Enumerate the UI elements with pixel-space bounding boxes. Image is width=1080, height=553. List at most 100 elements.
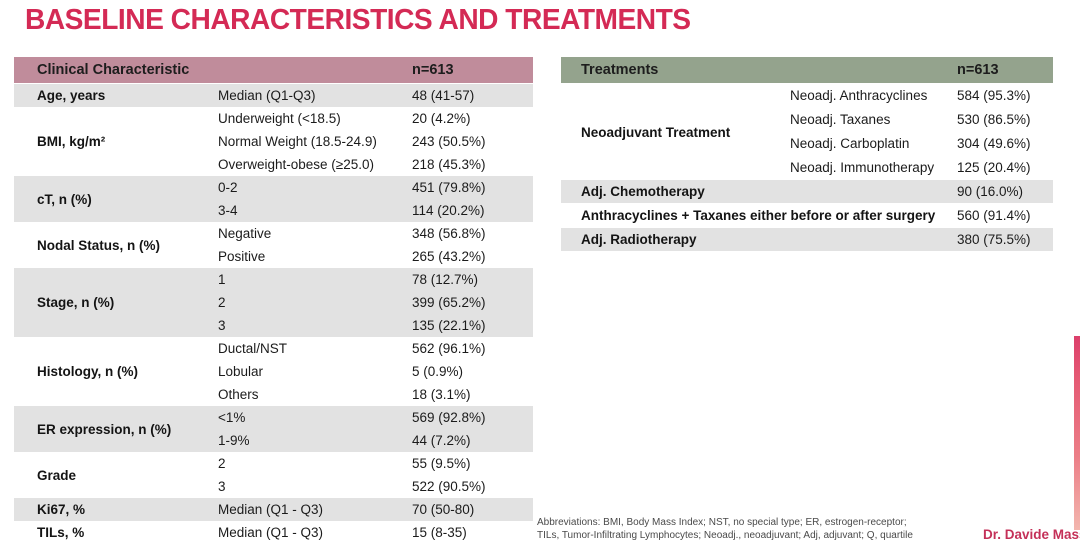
value: 569 (92.8%) — [412, 410, 486, 425]
characteristic-label: TILs, % — [37, 525, 85, 540]
subcategory: Neoadj. Anthracyclines — [790, 88, 928, 103]
table-row: 0-2 451 (79.8%) — [218, 176, 533, 199]
subcategory: 2 — [218, 456, 226, 471]
table-row: 2 399 (65.2%) — [218, 291, 533, 314]
subcategory: Median (Q1 - Q3) — [218, 525, 324, 540]
clinical-group-nodal-status: Nodal Status, n (%) Negative 348 (56.8%)… — [14, 222, 533, 268]
subcategory: 3 — [218, 318, 226, 333]
treatments-row-adj-chemotherapy: Adj. Chemotherapy 90 (16.0%) — [561, 180, 1053, 204]
subcategory: 2 — [218, 295, 226, 310]
table-row: Normal Weight (18.5-24.9) 243 (50.5%) — [218, 130, 533, 153]
table-row: Lobular 5 (0.9%) — [218, 360, 533, 383]
characteristic-label: Stage, n (%) — [37, 295, 115, 310]
table-row: 1-9% 44 (7.2%) — [218, 429, 533, 452]
table-row: Neoadj. Anthracyclines 584 (95.3%) — [790, 84, 1053, 108]
table-row: 3-4 114 (20.2%) — [218, 199, 533, 222]
treatments-table: Treatments n=613 Neoadjuvant Treatment N… — [561, 57, 1053, 252]
table-row: Others 18 (3.1%) — [218, 383, 533, 406]
clinical-group-bmi: BMI, kg/m² Underweight (<18.5) 20 (4.2%)… — [14, 107, 533, 176]
subcategory: Median (Q1 - Q3) — [218, 502, 324, 517]
table-row: Underweight (<18.5) 20 (4.2%) — [218, 107, 533, 130]
clinical-group-tils: TILs, % Median (Q1 - Q3) 15 (8-35) — [14, 521, 533, 544]
subcategory: 0-2 — [218, 180, 238, 195]
table-row: Median (Q1 - Q3) 15 (8-35) — [218, 521, 533, 544]
page-title: BASELINE CHARACTERISTICS AND TREATMENTS — [25, 4, 691, 36]
treatments-table-header: Treatments n=613 — [561, 57, 1053, 84]
table-row: Neoadj. Taxanes 530 (86.5%) — [790, 108, 1053, 132]
value: 451 (79.8%) — [412, 180, 486, 195]
value: 48 (41-57) — [412, 88, 475, 103]
treatments-header-n: n=613 — [957, 62, 999, 78]
table-row: Negative 348 (56.8%) — [218, 222, 533, 245]
treatments-row-adj-radiotherapy: Adj. Radiotherapy 380 (75.5%) — [561, 228, 1053, 252]
value: 304 (49.6%) — [957, 136, 1031, 151]
subcategory: 3-4 — [218, 203, 238, 218]
table-row: 1 78 (12.7%) — [218, 268, 533, 291]
subcategory: Underweight (<18.5) — [218, 111, 341, 126]
value: 584 (95.3%) — [957, 88, 1031, 103]
table-row: Neoadj. Carboplatin 304 (49.6%) — [790, 132, 1053, 156]
treatment-label: Neoadjuvant Treatment — [581, 124, 731, 140]
subcategory: Neoadj. Immunotherapy — [790, 160, 935, 175]
treatments-group-neoadjuvant: Neoadjuvant Treatment Neoadj. Anthracycl… — [561, 84, 1053, 180]
clinical-group-age: Age, years Median (Q1-Q3) 48 (41-57) — [14, 84, 533, 107]
abbreviations-footnote: Abbreviations: BMI, Body Mass Index; NST… — [537, 517, 913, 542]
clinical-group-stage: Stage, n (%) 1 78 (12.7%) 2 399 (65.2%) … — [14, 268, 533, 337]
subcategory: Ductal/NST — [218, 341, 288, 356]
clinical-header-n: n=613 — [412, 62, 454, 78]
right-edge-accent-bar — [1074, 336, 1080, 530]
clinical-group-histology: Histology, n (%) Ductal/NST 562 (96.1%) … — [14, 337, 533, 406]
characteristic-label: ER expression, n (%) — [37, 421, 172, 437]
table-row: 3 522 (90.5%) — [218, 475, 533, 498]
value: 5 (0.9%) — [412, 364, 464, 379]
subcategory: 1-9% — [218, 433, 250, 448]
value: 55 (9.5%) — [412, 456, 471, 471]
value: 530 (86.5%) — [957, 112, 1031, 127]
value: 18 (3.1%) — [412, 387, 471, 402]
treatment-label: Anthracyclines + Taxanes either before o… — [581, 208, 936, 223]
table-row: Overweight-obese (≥25.0) 218 (45.3%) — [218, 153, 533, 176]
characteristic-label: Histology, n (%) — [37, 364, 138, 379]
value: 243 (50.5%) — [412, 134, 486, 149]
table-row: 2 55 (9.5%) — [218, 452, 533, 475]
value: 399 (65.2%) — [412, 295, 486, 310]
value: 348 (56.8%) — [412, 226, 486, 241]
treatment-label: Adj. Chemotherapy — [581, 184, 705, 199]
value: 380 (75.5%) — [957, 232, 1031, 247]
table-row: 3 135 (22.1%) — [218, 314, 533, 337]
characteristic-label: Nodal Status, n (%) — [37, 237, 161, 253]
clinical-group-ct: cT, n (%) 0-2 451 (79.8%) 3-4 114 (20.2%… — [14, 176, 533, 222]
subcategory: Neoadj. Taxanes — [790, 112, 891, 127]
characteristic-label: Age, years — [37, 88, 106, 103]
treatments-row-anthracyclines-taxanes: Anthracyclines + Taxanes either before o… — [561, 204, 1053, 228]
value: 560 (91.4%) — [957, 208, 1031, 223]
table-row: Ductal/NST 562 (96.1%) — [218, 337, 533, 360]
value: 90 (16.0%) — [957, 184, 1024, 199]
characteristic-label: Ki67, % — [37, 502, 86, 517]
value: 114 (20.2%) — [412, 203, 485, 218]
subcategory: Normal Weight (18.5-24.9) — [218, 134, 377, 149]
clinical-group-grade: Grade 2 55 (9.5%) 3 522 (90.5%) — [14, 452, 533, 498]
value: 15 (8-35) — [412, 525, 467, 540]
clinical-header-label: Clinical Characteristic — [37, 62, 190, 78]
clinical-group-er-expression: ER expression, n (%) <1% 569 (92.8%) 1-9… — [14, 406, 533, 452]
subcategory: Positive — [218, 249, 266, 264]
author-attribution: Dr. Davide Massa — [983, 527, 1080, 542]
value: 125 (20.4%) — [957, 160, 1031, 175]
value: 522 (90.5%) — [412, 479, 486, 494]
table-row: Positive 265 (43.2%) — [218, 245, 533, 268]
subcategory: 3 — [218, 479, 226, 494]
footnote-line-2: TILs, Tumor-Infiltrating Lymphocytes; Ne… — [537, 529, 913, 541]
subcategory: Negative — [218, 226, 272, 241]
subcategory: Others — [218, 387, 259, 402]
value: 218 (45.3%) — [412, 157, 486, 172]
value: 70 (50-80) — [412, 502, 475, 517]
table-row: Neoadj. Immunotherapy 125 (20.4%) — [790, 156, 1053, 180]
clinical-characteristics-table: Clinical Characteristic n=613 Age, years… — [14, 57, 533, 544]
subcategory: Neoadj. Carboplatin — [790, 136, 910, 151]
value: 20 (4.2%) — [412, 111, 471, 126]
footnote-line-1: Abbreviations: BMI, Body Mass Index; NST… — [537, 517, 907, 528]
clinical-group-ki67: Ki67, % Median (Q1 - Q3) 70 (50-80) — [14, 498, 533, 521]
value: 78 (12.7%) — [412, 272, 479, 287]
subcategory: 1 — [218, 272, 226, 287]
